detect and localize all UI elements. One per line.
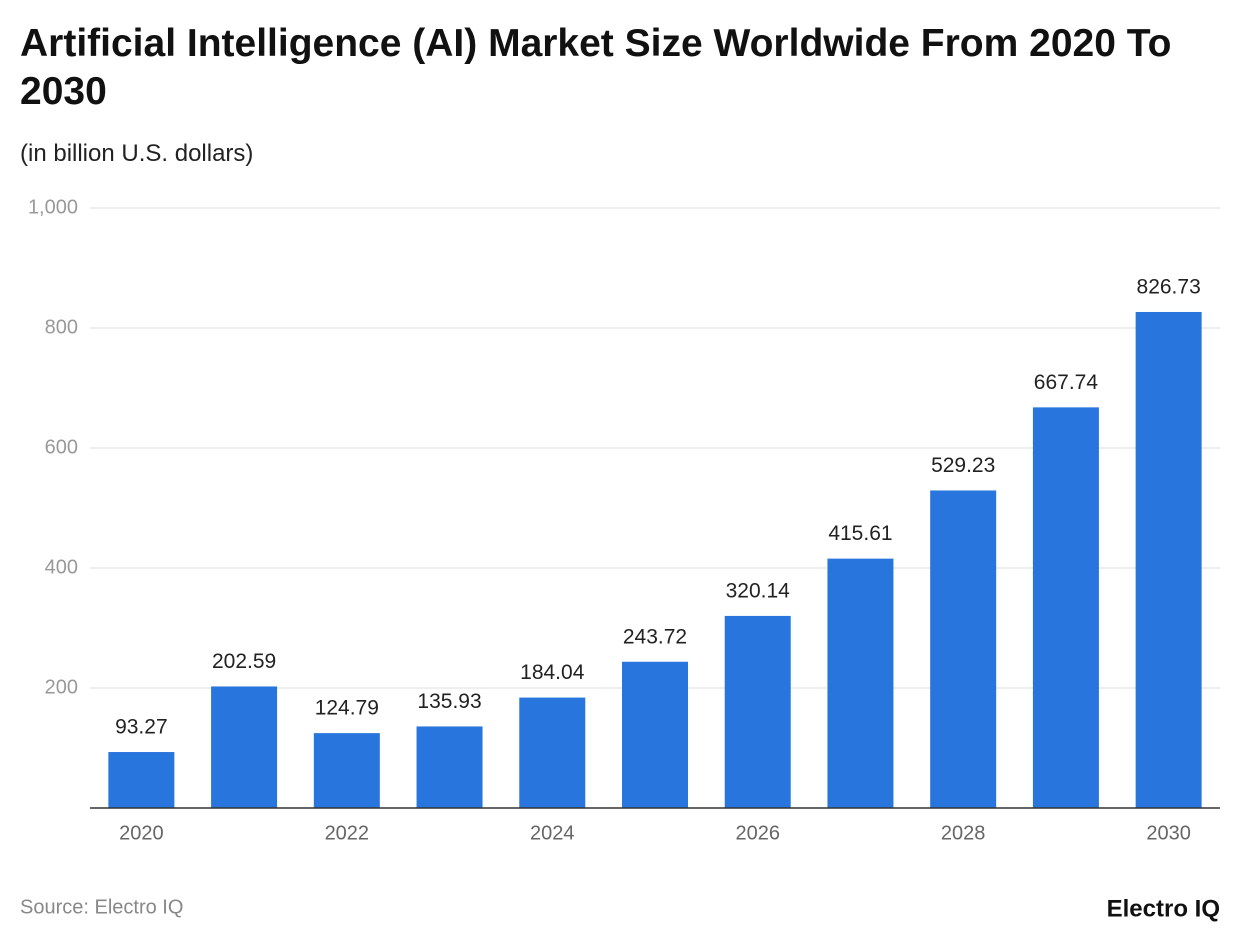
bar [416, 726, 483, 808]
x-tick-label: 2020 [119, 822, 164, 844]
bar [930, 490, 997, 808]
brand: Electro IQ [1107, 895, 1220, 922]
y-tick-label: 1,000 [28, 196, 78, 218]
chart-subtitle: (in billion U.S. dollars) [20, 140, 254, 167]
y-tick-label: 600 [45, 436, 78, 458]
bar [1032, 407, 1099, 808]
bar [827, 558, 894, 808]
x-tick-label: 2028 [941, 822, 986, 844]
value-label: 320.14 [726, 579, 791, 602]
x-tick-label: 2024 [530, 822, 575, 844]
bar [724, 615, 791, 808]
value-label: 415.61 [828, 522, 892, 545]
chart-title: Artificial Intelligence (AI) Market Size… [20, 22, 1172, 113]
bar [313, 733, 380, 808]
value-label: 135.93 [417, 690, 481, 713]
value-label: 826.73 [1137, 276, 1201, 299]
value-label: 243.72 [623, 625, 687, 648]
value-label: 124.79 [315, 697, 379, 720]
y-tick-label: 800 [45, 316, 78, 338]
y-tick-label: 200 [45, 676, 78, 698]
x-tick-label: 2030 [1146, 822, 1191, 844]
y-tick-label: 400 [45, 556, 78, 578]
bar [519, 697, 586, 808]
bar [108, 752, 175, 808]
source: Source: Electro IQ [20, 896, 183, 918]
bar [622, 661, 688, 808]
value-label: 184.04 [520, 661, 585, 684]
x-tick-label: 2022 [325, 822, 370, 844]
bar [211, 686, 278, 808]
value-label: 529.23 [931, 454, 995, 477]
value-label: 202.59 [212, 650, 276, 673]
value-label: 667.74 [1034, 371, 1099, 394]
x-tick-label: 2026 [735, 822, 780, 844]
value-label: 93.27 [115, 716, 168, 739]
bar [1135, 311, 1202, 808]
